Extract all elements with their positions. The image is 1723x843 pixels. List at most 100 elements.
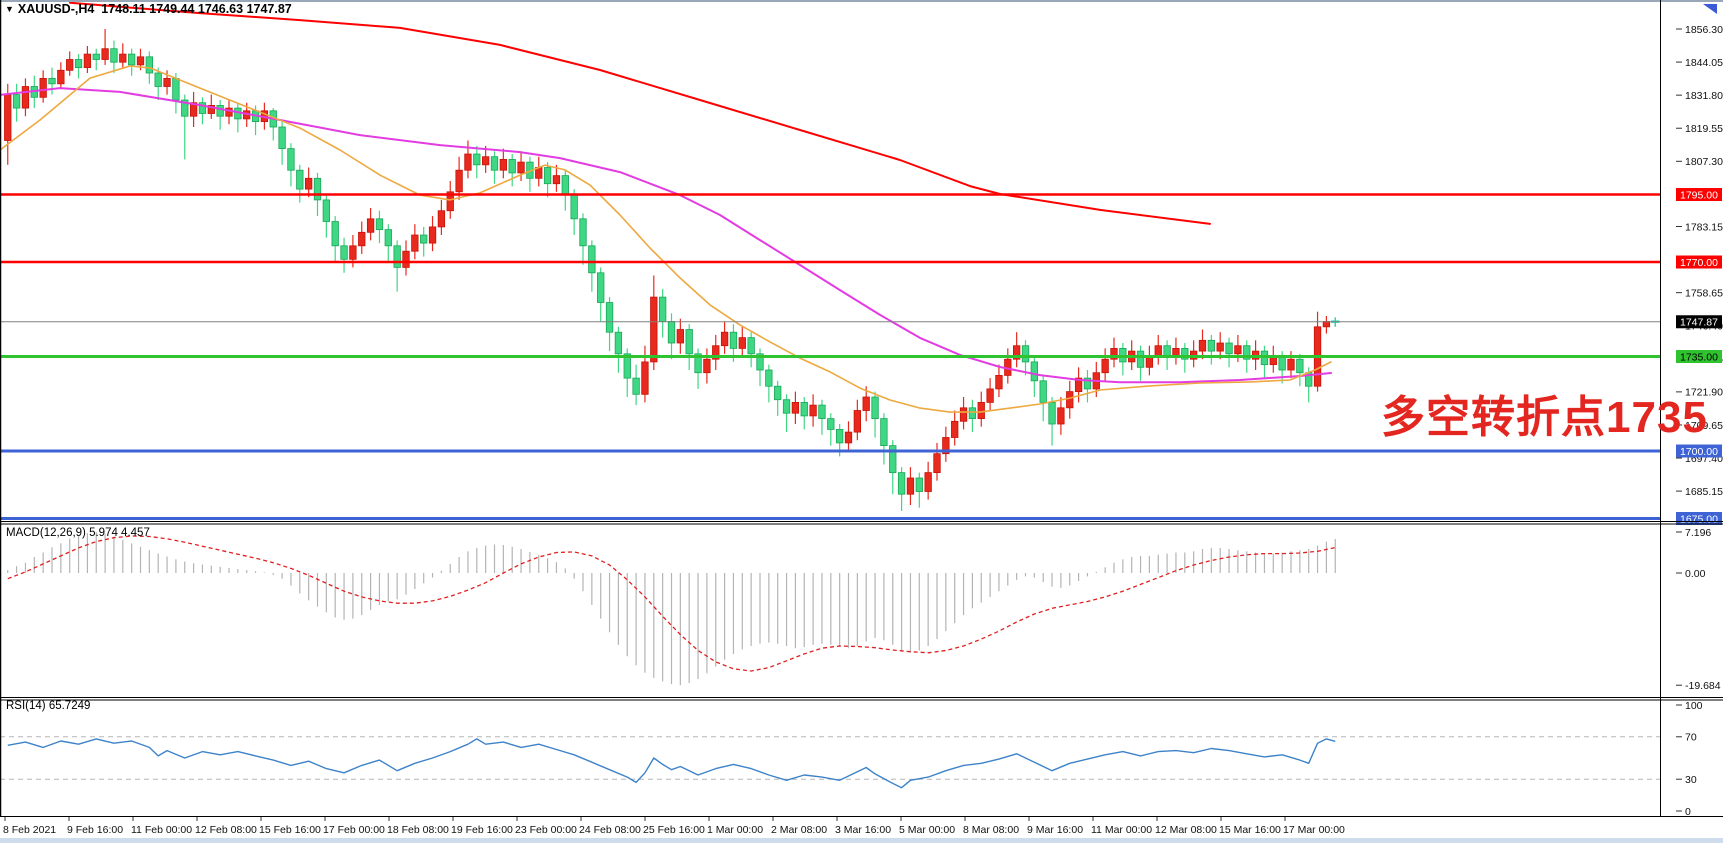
up-candle bbox=[304, 177, 313, 190]
up-candle bbox=[428, 226, 437, 244]
up-candle bbox=[951, 420, 959, 438]
down-candle bbox=[216, 105, 224, 117]
main-chart-panel[interactable] bbox=[0, 0, 1660, 521]
up-candle bbox=[349, 245, 357, 260]
down-candle bbox=[605, 302, 614, 333]
time-tick-label: 12 Mar 08:00 bbox=[1155, 824, 1217, 836]
down-candle bbox=[490, 156, 499, 171]
rsi-panel[interactable] bbox=[0, 699, 1660, 816]
time-axis[interactable]: 8 Feb 2021 9 Feb 16:00 11 Feb 00:00 12 Feb … bbox=[3, 817, 1345, 836]
up-candle bbox=[1145, 356, 1154, 368]
time-tick-label: 3 Mar 16:00 bbox=[835, 824, 891, 836]
down-candle bbox=[871, 396, 879, 420]
macd-tick-label: 7.196 bbox=[1685, 527, 1711, 539]
down-candle bbox=[1225, 342, 1233, 355]
down-candle bbox=[836, 429, 844, 444]
up-candle bbox=[924, 472, 932, 492]
macd-tick-label: 0.00 bbox=[1685, 568, 1706, 580]
up-candle bbox=[411, 234, 419, 252]
time-tick-label: 9 Mar 16:00 bbox=[1027, 824, 1083, 836]
level-price-label: 1795.00 bbox=[1680, 189, 1718, 201]
level-price-label-box bbox=[1676, 188, 1722, 202]
up-candle bbox=[499, 159, 508, 171]
down-candle bbox=[1083, 377, 1092, 390]
scroll-corner-marker[interactable] bbox=[1703, 4, 1717, 14]
down-candle bbox=[623, 353, 631, 379]
time-tick-label: 19 Feb 16:00 bbox=[451, 824, 513, 836]
macd-tick-label: -19.684 bbox=[1685, 680, 1721, 692]
down-candle bbox=[278, 126, 286, 150]
up-candle bbox=[906, 477, 915, 495]
up-candle bbox=[959, 407, 968, 422]
up-candle bbox=[1013, 345, 1021, 360]
down-candle bbox=[287, 148, 295, 171]
down-candle bbox=[322, 199, 331, 222]
symbol-dropdown-icon[interactable]: ▼ bbox=[5, 4, 14, 14]
down-candle bbox=[1243, 345, 1251, 360]
down-candle bbox=[393, 245, 401, 268]
ma-fast-orange-line bbox=[0, 65, 1332, 413]
level-price-label-box bbox=[1676, 444, 1722, 458]
time-axis-strip[interactable] bbox=[0, 816, 1723, 838]
macd-panel[interactable] bbox=[0, 523, 1660, 697]
down-candle bbox=[543, 167, 552, 185]
macd-axis[interactable]: 7.196 0.00 -19.684 bbox=[1676, 527, 1721, 692]
up-candle bbox=[358, 231, 366, 247]
time-tick-label: 2 Mar 08:00 bbox=[771, 824, 827, 836]
down-candle bbox=[818, 404, 826, 420]
price-tick-label: 1758.65 bbox=[1685, 287, 1723, 299]
down-candle bbox=[774, 385, 782, 401]
down-candle bbox=[1181, 348, 1189, 360]
up-candle bbox=[641, 361, 649, 395]
down-candle bbox=[1296, 358, 1304, 374]
up-candle bbox=[809, 404, 817, 417]
current-price-label-box bbox=[1676, 315, 1722, 329]
up-candle bbox=[676, 329, 684, 344]
down-candle bbox=[694, 353, 702, 374]
chart-annotation-text[interactable]: 多空转折点1735 bbox=[1381, 393, 1708, 442]
down-candle bbox=[1207, 339, 1215, 352]
up-candle bbox=[1101, 358, 1109, 374]
price-tick-label: 1819.55 bbox=[1685, 123, 1723, 135]
up-candle bbox=[402, 250, 410, 268]
down-candle bbox=[827, 418, 835, 430]
time-tick-label: 17 Mar 00:00 bbox=[1283, 824, 1345, 836]
current-price-label: 1747.87 bbox=[1680, 317, 1718, 329]
time-tick-label: 15 Mar 16:00 bbox=[1219, 824, 1281, 836]
down-candle bbox=[154, 72, 162, 87]
time-tick-label: 8 Mar 08:00 bbox=[963, 824, 1019, 836]
up-candle bbox=[66, 59, 74, 71]
down-candle bbox=[384, 229, 392, 247]
up-candle bbox=[1074, 377, 1083, 393]
up-candle bbox=[650, 296, 658, 363]
ohlc-values: 1748.11 1749.44 1746.63 1747.87 bbox=[101, 2, 292, 16]
price-tick-label: 1685.15 bbox=[1685, 486, 1723, 498]
up-candle bbox=[455, 169, 463, 193]
up-candle bbox=[517, 161, 525, 174]
up-candle bbox=[1216, 342, 1224, 352]
up-candle bbox=[83, 53, 92, 69]
up-candle bbox=[189, 102, 198, 117]
up-candle bbox=[703, 358, 711, 374]
level-price-label-box bbox=[1676, 255, 1722, 269]
level-price-label: 1675.00 bbox=[1680, 513, 1718, 525]
rsi-axis[interactable]: 100 70 30 0 bbox=[1676, 700, 1703, 818]
up-candle bbox=[1066, 391, 1074, 409]
down-candle bbox=[889, 445, 897, 474]
down-candle bbox=[588, 245, 596, 274]
window-bottom-strip bbox=[0, 838, 1723, 843]
down-candle bbox=[579, 218, 587, 247]
up-candle bbox=[119, 53, 127, 63]
down-candle bbox=[632, 377, 640, 395]
down-candle bbox=[1039, 380, 1047, 403]
up-candle bbox=[136, 56, 145, 66]
chart-title-bar: ▼ XAUUSD-,H4 1748.11 1749.44 1746.63 1747… bbox=[5, 2, 292, 16]
up-candle bbox=[481, 156, 490, 166]
price-axis-strip[interactable] bbox=[1660, 0, 1723, 816]
up-candle bbox=[1198, 339, 1207, 352]
down-candle bbox=[74, 59, 83, 69]
up-candle bbox=[552, 175, 561, 185]
time-tick-label: 5 Mar 00:00 bbox=[899, 824, 955, 836]
